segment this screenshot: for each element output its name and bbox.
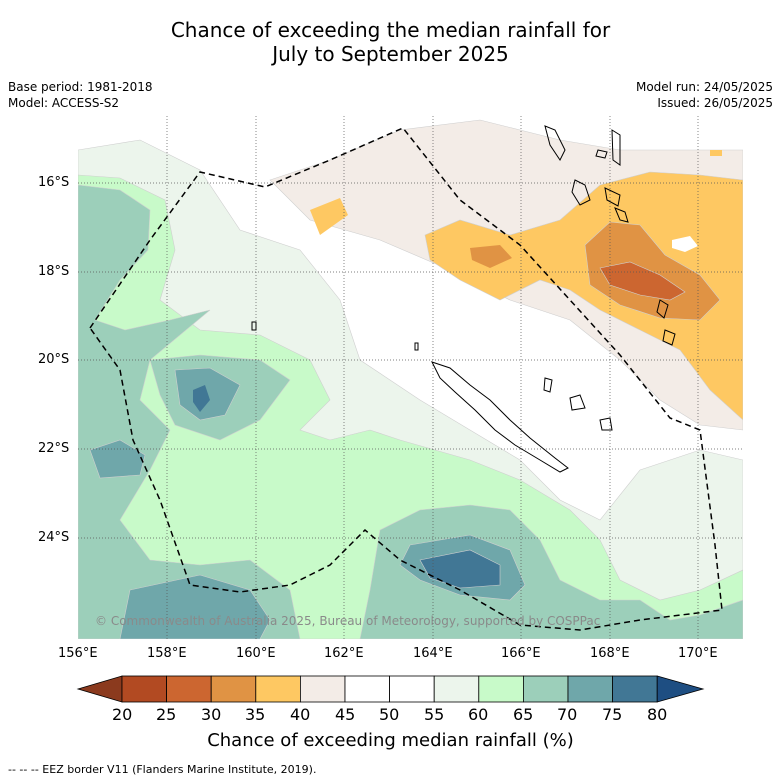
colorbar-tick: 35 [245, 705, 266, 724]
colorbar-bin-45-50 [344, 675, 390, 703]
lon-label-166e: 166°E [501, 646, 541, 661]
contour-band-60-65 [78, 174, 743, 639]
colorbar-tick: 45 [335, 705, 356, 724]
contour-band-25-30 [599, 261, 686, 301]
coastline-vanuatu [544, 125, 676, 346]
coastlines [251, 125, 676, 473]
model-name: Model: ACCESS-S2 [8, 96, 120, 110]
chart-title: Chance of exceeding the median rainfall … [0, 18, 781, 66]
colorbar-bin-50-55 [389, 675, 435, 703]
eez-border-solomon [89, 127, 723, 631]
base-period: Base period: 1981-2018 [8, 80, 153, 94]
colorbar-tick: 70 [557, 705, 578, 724]
contour-band-75-80 [419, 549, 501, 589]
contour-white-patch [672, 236, 698, 252]
coastline-small-island [251, 321, 419, 351]
lat-label-22s: 22°S [38, 441, 70, 456]
colorbar-tick: 60 [468, 705, 489, 724]
coastline-new-caledonia [431, 361, 569, 473]
lat-label-20s: 20°S [38, 352, 70, 367]
colorbar-tick: 75 [602, 705, 623, 724]
colorbar-bin-70-75 [567, 675, 613, 703]
colorbar-tick: 30 [201, 705, 222, 724]
colorbar [76, 675, 705, 703]
colorbar-tick: 25 [156, 705, 177, 724]
eez-legend: -- -- -- EEZ border V11 (Flanders Marine… [8, 763, 317, 776]
lat-label-24s: 24°S [38, 530, 70, 545]
coastline-loyalty-islands [543, 377, 613, 431]
colorbar-bin-55-60 [433, 675, 480, 703]
lon-label-158e: 158°E [147, 646, 187, 661]
title-line-2: July to September 2025 [272, 42, 509, 66]
contour-band-75-80-tiny [193, 385, 210, 412]
lon-label-164e: 164°E [413, 646, 453, 661]
colorbar-tick: 80 [647, 705, 668, 724]
contour-band-30-35 [584, 221, 721, 321]
colorbar-low-arrow [76, 675, 123, 703]
meta-right: Model run: 24/05/2025 Issued: 26/05/2025 [636, 79, 773, 111]
lon-label-156e: 156°E [58, 646, 98, 661]
eez-border [89, 127, 723, 631]
lon-label-168e: 168°E [590, 646, 630, 661]
colorbar-tick: 55 [424, 705, 445, 724]
graticule [78, 116, 743, 639]
colorbar-bin-30-35 [210, 675, 257, 703]
colorbar-tick: 40 [290, 705, 311, 724]
colorbar-bin-60-65 [478, 675, 524, 703]
colorbar-tick: 65 [513, 705, 534, 724]
issued-date: Issued: 26/05/2025 [657, 96, 773, 110]
lat-label-18s: 18°S [38, 264, 70, 279]
contour-band-65-70 [78, 184, 301, 639]
model-run: Model run: 24/05/2025 [635, 80, 773, 94]
colorbar-bin-35-40 [255, 675, 301, 703]
colorbar-bin-25-30 [166, 675, 212, 703]
colorbar-tick: 50 [379, 705, 400, 724]
lon-label-170e: 170°E [678, 646, 718, 661]
colorbar-high-arrow [656, 675, 705, 703]
colorbar-bin-75-80 [612, 675, 658, 703]
meta-left: Base period: 1981-2018 Model: ACCESS-S2 [8, 79, 153, 111]
colorbar-bin-20-25 [121, 675, 167, 703]
lon-label-160e: 160°E [236, 646, 276, 661]
lat-label-16s: 16°S [38, 175, 70, 190]
map-fill [78, 116, 743, 639]
colorbar-tick: 20 [112, 705, 133, 724]
contour-band-70-75-west [89, 439, 146, 479]
colorbar-bin-65-70 [523, 675, 569, 703]
contour-band-35-40-dot [710, 150, 722, 156]
colorbar-bin-40-45 [299, 675, 346, 703]
colorbar-title: Chance of exceeding median rainfall (%) [207, 730, 574, 751]
copyright-notice: © Commonwealth of Australia 2025, Bureau… [95, 614, 601, 628]
lon-label-162e: 162°E [324, 646, 364, 661]
contour-band-35-40-patch [310, 198, 348, 235]
contour-band-30-35-patch [470, 245, 512, 268]
title-line-1: Chance of exceeding the median rainfall … [170, 18, 611, 42]
